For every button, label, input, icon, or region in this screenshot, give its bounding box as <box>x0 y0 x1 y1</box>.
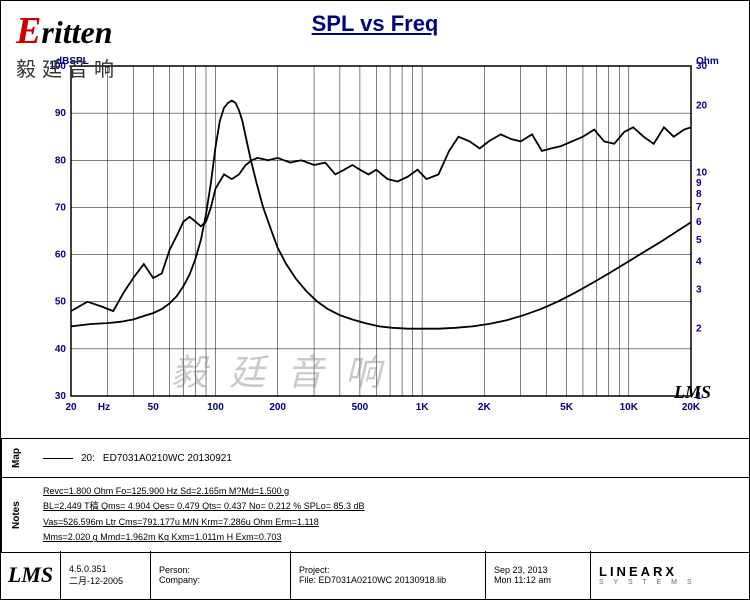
svg-text:200: 200 <box>269 402 286 413</box>
legend-prefix: 20: <box>81 453 95 464</box>
footer-brand-name: LINEARX <box>599 564 677 579</box>
footer-version-num: 4.5.0.351 <box>69 564 142 574</box>
svg-text:20: 20 <box>65 402 77 413</box>
svg-text:8: 8 <box>696 189 702 200</box>
chart-area: 20 50 100 200 500 1K 2K 5K 10K 20K Hz 30 40 50 60 70 80 9… <box>41 51 721 421</box>
notes-label: Notes <box>1 478 31 552</box>
notes-line: Revc=1.800 Ohm Fo=125.900 Hz Sd=2.165m M… <box>43 484 737 498</box>
svg-text:10K: 10K <box>620 402 639 413</box>
svg-text:9: 9 <box>696 178 702 189</box>
svg-text:100: 100 <box>207 402 224 413</box>
footer-brand-sub: S Y S T E M S <box>599 579 696 586</box>
svg-text:2K: 2K <box>478 402 492 413</box>
logo-rest: ritten <box>41 14 112 50</box>
svg-text:70: 70 <box>55 202 67 213</box>
notes-line: BL=2.449 T稿 Qms= 4.904 Qes= 0.479 Qts= 0… <box>43 499 737 513</box>
svg-text:Hz: Hz <box>98 402 110 413</box>
footer-time-val: Mon 11:12 am <box>494 575 582 585</box>
footer-date-val: Sep 23, 2013 <box>494 565 582 575</box>
footer: LMS 4.5.0.351 二月-12-2005 Person: Company… <box>1 551 749 599</box>
chart-title: SPL vs Freq <box>312 11 439 37</box>
notes-content: Revc=1.800 Ohm Fo=125.900 Hz Sd=2.165m M… <box>31 478 749 552</box>
svg-text:4: 4 <box>696 256 702 267</box>
svg-text:500: 500 <box>352 402 369 413</box>
logo-first-letter: E <box>16 10 41 52</box>
svg-text:5K: 5K <box>560 402 574 413</box>
svg-text:90: 90 <box>55 108 67 119</box>
svg-text:7: 7 <box>696 202 702 213</box>
svg-text:Ohm: Ohm <box>696 56 719 67</box>
svg-text:30: 30 <box>55 391 67 402</box>
svg-text:20: 20 <box>696 100 708 111</box>
footer-file-row: File: ED7031A0210WC 20130918.lib <box>299 575 477 585</box>
svg-text:50: 50 <box>55 297 67 308</box>
brand-logo: Eritten 毅廷音响 <box>16 9 120 82</box>
svg-text:1K: 1K <box>416 402 430 413</box>
svg-text:50: 50 <box>148 402 160 413</box>
map-section: Map 20: ED7031A0210WC 20130921 <box>1 438 749 478</box>
notes-line: Mms=2.020 g Mmd=1.962m Kg Kxm=1.011m H E… <box>43 530 737 544</box>
svg-text:2: 2 <box>696 324 702 335</box>
svg-text:20K: 20K <box>682 402 701 413</box>
chart-svg: 20 50 100 200 500 1K 2K 5K 10K 20K Hz 30 40 50 60 70 80 9… <box>41 51 721 421</box>
svg-text:5: 5 <box>696 235 702 246</box>
svg-text:40: 40 <box>55 344 67 355</box>
svg-text:10: 10 <box>696 168 708 179</box>
lms-badge: LMS <box>674 382 711 403</box>
map-label: Map <box>1 439 31 477</box>
footer-date: Sep 23, 2013 Mon 11:12 am <box>486 551 591 599</box>
notes-line: Vas=526.596m Ltr Cms=791.177u M/N Krm=7.… <box>43 515 737 529</box>
legend-line-icon <box>43 458 73 459</box>
svg-text:80: 80 <box>55 155 67 166</box>
footer-lms: LMS <box>1 551 61 599</box>
footer-project: Project: File: ED7031A0210WC 20130918.li… <box>291 551 486 599</box>
svg-text:3: 3 <box>696 284 702 295</box>
legend-text: ED7031A0210WC 20130921 <box>103 453 232 464</box>
footer-company-label: Company: <box>159 575 282 585</box>
map-legend: 20: ED7031A0210WC 20130921 <box>31 439 749 477</box>
notes-section: Notes Revc=1.800 Ohm Fo=125.900 Hz Sd=2.… <box>1 478 749 553</box>
footer-version: 4.5.0.351 二月-12-2005 <box>61 551 151 599</box>
svg-text:6: 6 <box>696 217 702 228</box>
footer-version-date: 二月-12-2005 <box>69 574 142 587</box>
svg-text:60: 60 <box>55 250 67 261</box>
app-window: Eritten 毅廷音响 SPL vs Freq 20 50 100 200 500 1K… <box>0 0 750 600</box>
footer-project-label: Project: <box>299 565 477 575</box>
footer-person-label: Person: <box>159 565 282 575</box>
footer-person: Person: Company: <box>151 551 291 599</box>
footer-brand: LINEARX S Y S T E M S <box>591 551 749 599</box>
logo-subtitle: 毅廷音响 <box>16 53 120 82</box>
